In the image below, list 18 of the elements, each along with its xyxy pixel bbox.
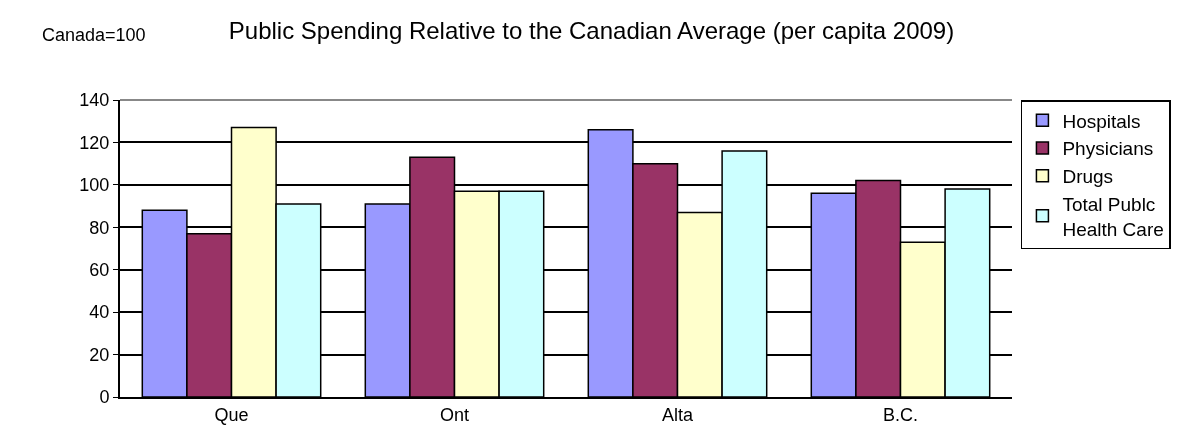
legend-label: Total Publc Health Care (1062, 193, 1164, 240)
y-tick-label: 120 (79, 132, 110, 153)
x-tick-label: Alta (661, 404, 694, 425)
legend-label: Physicians (1062, 138, 1154, 160)
y-axis-title: Canada=100 (42, 25, 146, 45)
chart-title: Public Spending Relative to the Canadian Average (per capita 2009) (228, 16, 955, 44)
legend-label: Hospitals (1062, 110, 1141, 132)
x-tick-label: Que (214, 404, 249, 425)
y-tick-label: 0 (99, 387, 110, 408)
y-tick-label: 140 (79, 90, 110, 111)
y-tick-label: 100 (79, 175, 110, 196)
y-tick-label: 80 (89, 217, 110, 238)
y-tick-label: 20 (89, 344, 110, 365)
y-tick-label: 40 (89, 302, 110, 323)
x-tick-label: Ont (439, 404, 470, 425)
legend-label: Drugs (1062, 166, 1114, 188)
x-tick-label: B.C. (882, 404, 919, 425)
y-tick-label: 60 (89, 260, 110, 281)
